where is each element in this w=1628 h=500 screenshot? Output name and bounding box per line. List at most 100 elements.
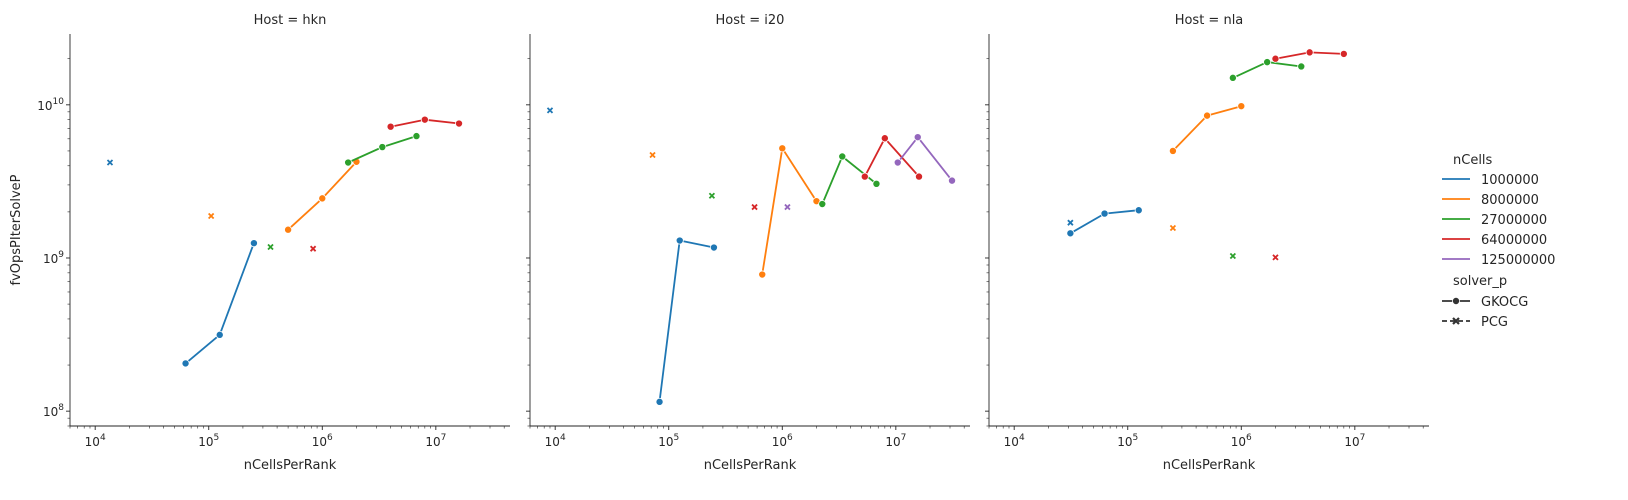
series-64000000-pcg xyxy=(751,203,758,211)
series-64000000-gkocg xyxy=(860,134,924,181)
x-tick-label-base: 10 xyxy=(885,435,900,449)
x-tick-label: 105 xyxy=(1117,433,1138,449)
data-point-x xyxy=(208,212,215,220)
series-64000000-pcg xyxy=(1272,254,1279,261)
x-tick-label-exponent: 4 xyxy=(1019,433,1025,443)
x-axis-label: nCellsPerRank xyxy=(1163,458,1256,473)
series-1000000-pcg xyxy=(106,159,114,166)
x-tick-label: 107 xyxy=(885,433,906,449)
y-tick-label: 108 xyxy=(43,403,64,419)
x-tick-label-exponent: 4 xyxy=(100,433,106,443)
x-tick-label-base: 10 xyxy=(198,435,213,449)
panel-title: Host = i20 xyxy=(716,13,785,28)
x-tick-label-base: 10 xyxy=(85,435,100,449)
data-point xyxy=(284,225,293,234)
x-tick-label-exponent: 6 xyxy=(787,433,793,443)
y-tick-label-base: 10 xyxy=(37,99,52,113)
x-tick-label-exponent: 4 xyxy=(560,433,566,443)
series-line xyxy=(897,136,953,182)
legend: nCells 1000000 8000000 27000000 64000000 1250… xyxy=(1442,153,1555,330)
data-point xyxy=(1263,58,1272,67)
y-tick-label-exponent: 8 xyxy=(58,403,64,413)
series-27000000-pcg xyxy=(1229,252,1236,260)
series-125000000-gkocg xyxy=(893,133,957,185)
legend-label: 1000000 xyxy=(1481,173,1539,188)
x-tick-label-base: 10 xyxy=(425,435,440,449)
series-line xyxy=(864,137,920,178)
data-point-x xyxy=(1229,252,1236,260)
data-point xyxy=(880,134,889,143)
data-point xyxy=(675,236,684,245)
x-tick-label-base: 10 xyxy=(312,435,327,449)
x-tick-label: 105 xyxy=(198,433,219,449)
legend-label: 8000000 xyxy=(1481,193,1539,208)
data-point-x xyxy=(649,151,656,159)
data-point xyxy=(215,330,224,339)
x-tick-label-exponent: 5 xyxy=(1133,433,1139,443)
legend-style-label: PCG xyxy=(1481,315,1508,330)
series-8000000-gkocg xyxy=(284,157,361,234)
data-point-x xyxy=(1067,219,1074,226)
data-point xyxy=(1297,62,1306,71)
series-27000000-gkocg xyxy=(818,152,881,209)
x-tick-label: 106 xyxy=(312,433,333,449)
data-point xyxy=(778,144,787,153)
y-tick-label: 1010 xyxy=(37,97,64,113)
series-64000000-gkocg xyxy=(386,115,464,131)
series-line xyxy=(761,147,818,275)
x-tick-label-base: 10 xyxy=(545,435,560,449)
x-axis-label: nCellsPerRank xyxy=(704,458,797,473)
y-tick-label-base: 10 xyxy=(43,252,58,266)
legend-marker-circle xyxy=(1452,296,1461,305)
data-point-x xyxy=(267,243,274,251)
data-point-x xyxy=(708,192,716,199)
data-point-x xyxy=(784,203,791,211)
data-point xyxy=(420,115,429,124)
data-point xyxy=(1228,73,1237,82)
series-8000000-gkocg xyxy=(1168,102,1246,155)
data-point-x xyxy=(546,107,554,114)
series-27000000-pcg xyxy=(708,192,716,199)
data-point xyxy=(1237,102,1246,111)
series-27000000-gkocg xyxy=(344,132,421,167)
data-point xyxy=(709,243,718,252)
x-tick-label: 106 xyxy=(772,433,793,449)
x-tick-label: 107 xyxy=(1344,433,1365,449)
data-point xyxy=(1100,209,1109,218)
y-tick-label-base: 10 xyxy=(43,405,58,419)
data-point xyxy=(655,397,664,406)
x-tick-label: 106 xyxy=(1231,433,1252,449)
x-tick-label-base: 10 xyxy=(1004,435,1019,449)
y-axis-label: fvOpsPIterSolveP xyxy=(9,174,24,285)
data-point xyxy=(1168,146,1177,155)
x-tick-label: 105 xyxy=(658,433,679,449)
panel-title: Host = nla xyxy=(1175,13,1244,28)
data-point xyxy=(378,143,387,152)
legend-hue-title: nCells xyxy=(1453,153,1493,168)
x-tick-label-base: 10 xyxy=(1344,435,1359,449)
data-point xyxy=(344,158,353,167)
data-point xyxy=(913,133,922,142)
x-tick-label-exponent: 5 xyxy=(674,433,680,443)
data-point xyxy=(1339,49,1348,58)
series-64000000-gkocg xyxy=(1271,48,1348,63)
x-tick-label: 104 xyxy=(545,433,566,449)
data-point xyxy=(838,152,847,161)
legend-style-title: solver_p xyxy=(1453,274,1507,289)
series-line xyxy=(185,242,255,365)
x-tick-label-base: 10 xyxy=(1231,435,1246,449)
panel-title: Host = hkn xyxy=(254,13,327,28)
x-tick-label-exponent: 7 xyxy=(901,433,907,443)
x-axis-label: nCellsPerRank xyxy=(244,458,337,473)
data-point xyxy=(386,122,395,131)
data-point xyxy=(455,119,464,128)
data-point xyxy=(860,172,869,181)
y-tick-label-exponent: 10 xyxy=(53,97,65,107)
x-tick-label-base: 10 xyxy=(658,435,673,449)
data-point xyxy=(872,179,881,188)
x-tick-label-exponent: 7 xyxy=(441,433,447,443)
x-tick-label: 104 xyxy=(85,433,106,449)
